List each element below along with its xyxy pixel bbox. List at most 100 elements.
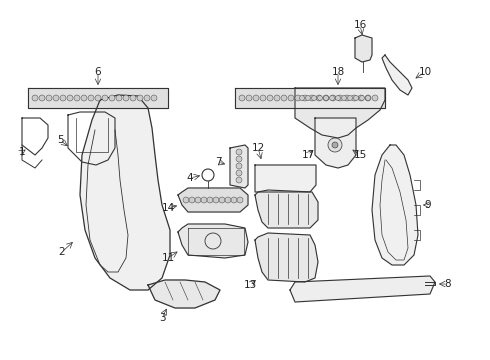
Circle shape — [236, 149, 242, 155]
Text: 3: 3 — [159, 313, 165, 323]
Polygon shape — [372, 145, 418, 265]
Circle shape — [366, 95, 370, 100]
Circle shape — [288, 95, 294, 101]
Circle shape — [336, 95, 341, 100]
Circle shape — [231, 197, 237, 203]
Circle shape — [305, 95, 311, 100]
Circle shape — [67, 95, 73, 101]
Circle shape — [281, 95, 287, 101]
Text: 11: 11 — [161, 253, 174, 263]
Circle shape — [183, 197, 189, 203]
Circle shape — [137, 95, 143, 101]
Circle shape — [53, 95, 59, 101]
Circle shape — [116, 95, 122, 101]
Circle shape — [312, 95, 317, 100]
Circle shape — [74, 95, 80, 101]
Circle shape — [274, 95, 280, 101]
Circle shape — [330, 95, 336, 101]
Circle shape — [365, 95, 371, 101]
Circle shape — [236, 163, 242, 169]
Polygon shape — [80, 95, 170, 290]
Text: 8: 8 — [445, 279, 451, 289]
Circle shape — [260, 95, 266, 101]
Circle shape — [236, 170, 242, 176]
Text: 12: 12 — [251, 143, 265, 153]
Circle shape — [109, 95, 115, 101]
Circle shape — [309, 95, 315, 101]
Circle shape — [95, 95, 101, 101]
Circle shape — [201, 197, 207, 203]
Circle shape — [358, 95, 364, 101]
Text: 18: 18 — [331, 67, 344, 77]
Text: 2: 2 — [59, 247, 65, 257]
Circle shape — [316, 95, 322, 101]
Circle shape — [225, 197, 231, 203]
Polygon shape — [178, 224, 248, 258]
Circle shape — [144, 95, 150, 101]
Circle shape — [342, 95, 346, 100]
Circle shape — [337, 95, 343, 101]
Text: 6: 6 — [95, 67, 101, 77]
Text: 9: 9 — [425, 200, 431, 210]
Text: 1: 1 — [19, 147, 25, 157]
Circle shape — [88, 95, 94, 101]
Circle shape — [295, 95, 301, 101]
Circle shape — [239, 95, 245, 101]
Text: 15: 15 — [353, 150, 367, 160]
Text: 17: 17 — [301, 150, 315, 160]
Polygon shape — [28, 88, 168, 108]
Circle shape — [372, 95, 378, 101]
Circle shape — [323, 95, 328, 100]
Circle shape — [347, 95, 352, 100]
Text: 10: 10 — [418, 67, 432, 77]
Circle shape — [32, 95, 38, 101]
Circle shape — [189, 197, 195, 203]
Circle shape — [360, 95, 365, 100]
Circle shape — [207, 197, 213, 203]
Circle shape — [332, 142, 338, 148]
Text: 13: 13 — [244, 280, 257, 290]
Circle shape — [151, 95, 157, 101]
Polygon shape — [255, 190, 318, 228]
Polygon shape — [382, 55, 412, 95]
Polygon shape — [290, 276, 435, 302]
Circle shape — [253, 95, 259, 101]
Polygon shape — [315, 118, 356, 168]
Circle shape — [195, 197, 201, 203]
Polygon shape — [178, 188, 248, 212]
Text: 14: 14 — [161, 203, 174, 213]
Circle shape — [351, 95, 357, 101]
Circle shape — [353, 95, 359, 100]
Text: 5: 5 — [57, 135, 63, 145]
Circle shape — [329, 95, 335, 100]
Polygon shape — [235, 88, 385, 108]
Circle shape — [323, 95, 329, 101]
Circle shape — [102, 95, 108, 101]
Circle shape — [46, 95, 52, 101]
Circle shape — [328, 138, 342, 152]
Circle shape — [236, 177, 242, 183]
Polygon shape — [355, 35, 372, 62]
Polygon shape — [295, 88, 385, 138]
Circle shape — [318, 95, 322, 100]
Circle shape — [236, 156, 242, 162]
Polygon shape — [230, 145, 248, 188]
Circle shape — [60, 95, 66, 101]
Polygon shape — [255, 233, 318, 282]
Text: 7: 7 — [215, 157, 221, 167]
Circle shape — [81, 95, 87, 101]
Circle shape — [246, 95, 252, 101]
Circle shape — [219, 197, 225, 203]
Circle shape — [130, 95, 136, 101]
Circle shape — [302, 95, 308, 101]
Polygon shape — [255, 165, 316, 192]
Polygon shape — [148, 280, 220, 308]
Circle shape — [344, 95, 350, 101]
Circle shape — [237, 197, 243, 203]
Text: 16: 16 — [353, 20, 367, 30]
Text: 4: 4 — [187, 173, 194, 183]
Circle shape — [299, 95, 304, 100]
Circle shape — [267, 95, 273, 101]
Circle shape — [39, 95, 45, 101]
Circle shape — [213, 197, 219, 203]
